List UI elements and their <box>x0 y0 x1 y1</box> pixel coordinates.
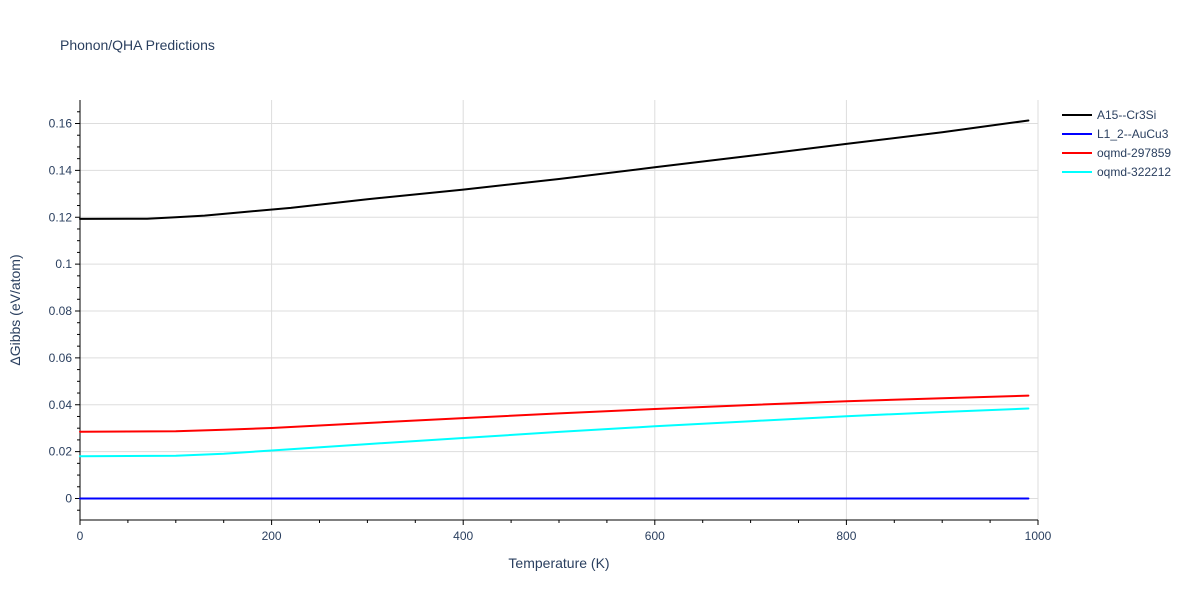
x-tick-label: 1000 <box>1025 529 1052 543</box>
y-tick-label: 0.06 <box>49 351 73 365</box>
y-tick-label: 0.02 <box>49 445 73 459</box>
legend-label: A15--Cr3Si <box>1097 108 1156 122</box>
x-axis-title: Temperature (K) <box>508 555 609 571</box>
y-tick-label: 0.08 <box>49 304 73 318</box>
legend-label: oqmd-297859 <box>1097 146 1171 160</box>
x-tick-label: 0 <box>77 529 84 543</box>
ticks-layer: 0 200 400 600 800 1000 0 0.02 0.04 0.06 0.08 0.1 0.1… <box>49 117 1052 544</box>
axes-layer <box>75 100 1039 525</box>
y-tick-label: 0.16 <box>49 117 73 131</box>
x-tick-label: 200 <box>262 529 282 543</box>
x-tick-label: 600 <box>645 529 665 543</box>
chart-title: Phonon/QHA Predictions <box>60 37 215 53</box>
y-tick-label: 0.1 <box>55 257 72 271</box>
y-tick-label: 0.12 <box>49 210 73 224</box>
series-line-3 <box>79 394 1030 433</box>
y-tick-label: 0 <box>65 492 72 506</box>
y-tick-label: 0.04 <box>49 398 73 412</box>
y-axis-title: ΔGibbs (eV/atom) <box>7 254 23 365</box>
grid-layer <box>80 100 1039 520</box>
series-layer <box>79 119 1030 500</box>
legend-label: L1_2--AuCu3 <box>1097 127 1169 141</box>
y-tick-label: 0.14 <box>49 163 73 177</box>
series-line-4 <box>79 407 1030 458</box>
series-line-1 <box>79 119 1030 220</box>
x-tick-label: 400 <box>453 529 473 543</box>
x-tick-label: 800 <box>836 529 856 543</box>
legend: A15--Cr3Si L1_2--AuCu3 oqmd-297859 oqmd-322… <box>1062 108 1171 179</box>
legend-label: oqmd-322212 <box>1097 165 1171 179</box>
